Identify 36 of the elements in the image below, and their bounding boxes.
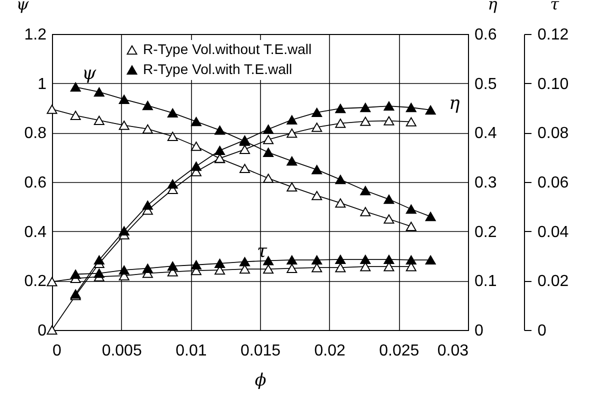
- y2-tick-label: 0: [474, 322, 484, 340]
- x-tick-label: 0: [52, 342, 62, 360]
- y3-tick-label: 0: [538, 322, 546, 340]
- y2-tick-label: 0.2: [474, 224, 497, 241]
- y3-tick-label: 0.08: [538, 125, 569, 142]
- y3-axis-title: τ: [550, 0, 560, 14]
- y2-tick-label: 0.4: [474, 125, 497, 142]
- y-tick-label: 1: [38, 76, 47, 93]
- annotation: η: [449, 93, 460, 114]
- y3-tick-label: 0.02: [538, 273, 569, 290]
- legend-label: R-Type Vol.without T.E.wall: [143, 41, 312, 57]
- annotation: ψ: [82, 63, 97, 84]
- y2-tick-label: 0.1: [474, 273, 497, 290]
- y3-tick-label: 0.10: [538, 76, 569, 93]
- x-tick-label: 0.005: [102, 342, 142, 360]
- y2-tick-label: 0.3: [474, 174, 497, 192]
- x-tick-label: 0.015: [240, 342, 281, 360]
- x-tick-label: 0.03: [437, 342, 469, 360]
- y3-tick-label: 0.06: [538, 174, 569, 192]
- y2-axis-title: η: [488, 0, 498, 14]
- y3-tick-label: 0.12: [538, 26, 569, 44]
- y-tick-label: 0.8: [24, 125, 47, 142]
- y-tick-label: 0: [38, 322, 47, 340]
- y-tick-label: 0.2: [24, 273, 47, 290]
- y-axis-title: ψ: [16, 0, 30, 14]
- x-axis-title: ϕ: [254, 370, 267, 390]
- y2-tick-label: 0.6: [474, 26, 497, 44]
- y3-tick-label: 0.04: [538, 224, 569, 241]
- y-tick-label: 0.6: [24, 174, 47, 192]
- x-tick-label: 0.02: [314, 342, 346, 360]
- x-tick-label: 0.025: [379, 342, 420, 360]
- y2-tick-label: 0.5: [474, 76, 497, 93]
- y-tick-label: 1.2: [24, 26, 47, 44]
- y-tick-label: 0.4: [24, 224, 47, 241]
- legend-label: R-Type Vol.with T.E.wall: [143, 61, 292, 77]
- x-tick-label: 0.01: [176, 342, 207, 360]
